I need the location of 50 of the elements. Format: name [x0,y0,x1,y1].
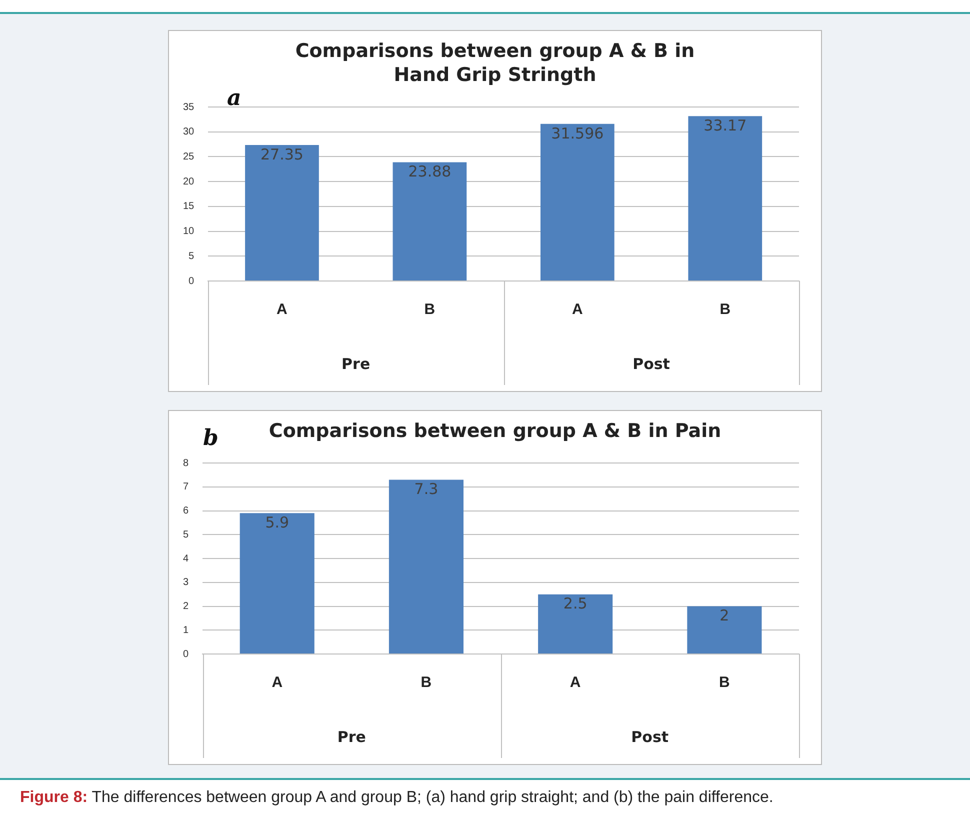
caption: Figure 8: The differences between group A and group B; (a) hand grip straight; and (b) the pain difference. [20,789,774,807]
x-tick-label: A [276,301,288,318]
x-tick-label: B [719,674,730,692]
x-tick-label: A [572,301,583,318]
chart-title: Comparisons between group A & B in Hand Grip Stringth [294,39,696,87]
y-tick-label: 35 [183,102,195,113]
y-tick-label: 0 [183,648,189,660]
data-label: 5.9 [265,514,290,532]
bar [245,145,319,280]
y-tick-label: 5 [188,250,195,262]
bar [540,124,614,280]
y-tick-label: 30 [183,126,195,138]
y-tick-label: 15 [183,201,195,212]
y-tick-label: 3 [183,577,189,588]
y-tick-label: 8 [183,458,189,469]
y-tick-label: 5 [183,529,189,540]
y-tick-label: 1 [183,624,189,636]
x-tick-label: B [720,301,731,318]
text: Pre [342,354,370,373]
annotation: a [227,85,242,111]
data-label: 7.3 [414,480,438,498]
data-label: 27.35 [260,145,304,164]
bar [388,480,464,654]
y-tick-label: 20 [183,176,195,188]
y-tick-label: 0 [188,276,195,287]
bar [538,594,613,654]
data-label: 23.88 [408,162,452,181]
text: Post [632,354,670,373]
bar [240,513,314,654]
y-tick-label: 4 [183,553,189,564]
x-tick-label: A [570,674,581,692]
y-tick-label: 2 [183,601,189,612]
x-tick-label: A [272,674,283,692]
text: Post [631,728,669,746]
y-tick-label: 6 [183,506,189,516]
x-tick-label: B [424,301,436,318]
bar [688,116,762,280]
x-tick-label: B [420,674,432,692]
data-label: 33.17 [704,116,747,134]
text: b [203,425,218,451]
bar [687,606,762,654]
data-label: 2 [720,606,730,625]
data-label: 31.596 [551,124,604,142]
y-tick-label: 25 [183,151,195,162]
y-tick-label: 7 [183,482,189,493]
y-tick-label: 10 [183,226,195,238]
bar [392,162,467,280]
text: Pre [337,728,366,746]
data-label: 2.5 [563,594,588,613]
chart-title: Comparisons between group A & B in Pain [268,419,722,443]
